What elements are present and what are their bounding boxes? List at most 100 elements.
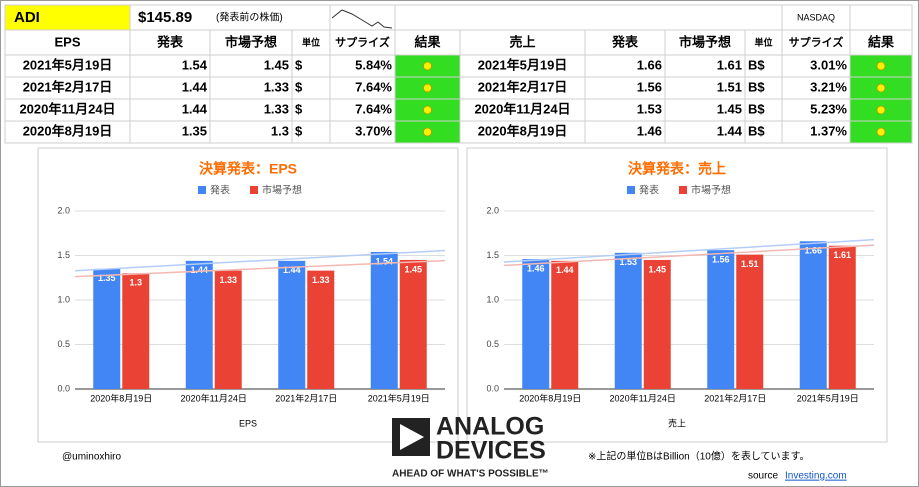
bar xyxy=(707,250,735,389)
ticker: ADI xyxy=(14,9,40,26)
source-link[interactable]: Investing.com xyxy=(785,471,847,482)
table-cell: B$ xyxy=(748,123,765,138)
table-cell: 1.45 xyxy=(264,57,289,72)
table-cell: $ xyxy=(295,57,303,72)
legend-swatch xyxy=(250,186,258,194)
data-label: 1.56 xyxy=(712,255,730,265)
table-cell: 3.70% xyxy=(355,123,392,138)
x-axis-label: EPS xyxy=(239,418,257,428)
table-cell: 2020年11月24日 xyxy=(474,101,570,116)
table-cell: B$ xyxy=(748,101,765,116)
table-cell: $ xyxy=(295,79,303,94)
x-axis-label: 売上 xyxy=(668,417,686,428)
data-label: 1.45 xyxy=(648,264,666,274)
table-cell: 2021年2月17日 xyxy=(478,79,568,94)
table-cell: 1.35 xyxy=(182,123,207,138)
bar xyxy=(93,268,121,389)
table-cell: 1.56 xyxy=(637,79,662,94)
result-icon xyxy=(423,127,432,137)
x-tick-label: 2021年2月17日 xyxy=(275,392,337,403)
logo-triangle xyxy=(400,424,424,450)
table-cell: 3.21% xyxy=(810,79,847,94)
exchange: NASDAQ xyxy=(797,12,835,22)
data-label: 1.3 xyxy=(129,278,142,288)
legend-label: 市場予想 xyxy=(262,184,302,197)
logo: ANALOG DEVICES AHEAD OF WHAT'S POSSIBLE™ xyxy=(392,413,549,480)
table-cell: 1.33 xyxy=(264,101,289,116)
y-tick-label: 0.0 xyxy=(57,383,70,393)
bar xyxy=(799,241,827,389)
bar xyxy=(214,270,242,389)
cell xyxy=(664,29,746,56)
data-label: 1.33 xyxy=(312,275,330,285)
price: $145.89 xyxy=(138,9,192,26)
result-icon xyxy=(876,127,886,137)
x-tick-label: 2021年5月19日 xyxy=(368,392,430,403)
trendline xyxy=(74,259,446,278)
bar xyxy=(122,273,150,389)
table-cell: 1.66 xyxy=(637,57,662,72)
logo-text: ANALOG xyxy=(436,413,544,441)
table-cell: 1.53 xyxy=(637,101,662,116)
y-tick-label: 2.0 xyxy=(486,205,499,215)
source-label: source xyxy=(748,471,778,482)
data-label: 1.66 xyxy=(804,246,822,256)
column-header: 単位 xyxy=(754,36,772,47)
table-cell: 1.54 xyxy=(182,57,208,72)
trendline xyxy=(503,244,875,267)
table-cell: 1.44 xyxy=(182,79,208,94)
bar xyxy=(643,259,671,389)
result-icon xyxy=(423,61,432,71)
bar xyxy=(185,260,213,389)
table-cell: 1.51 xyxy=(717,79,742,94)
bar xyxy=(307,270,335,389)
column-header: サプライズ xyxy=(789,35,844,49)
bar xyxy=(278,260,306,389)
column-header: 発表 xyxy=(611,34,639,49)
bar xyxy=(614,252,642,389)
column-header: 発表 xyxy=(156,34,184,49)
y-tick-label: 1.5 xyxy=(57,250,70,260)
sparkline xyxy=(331,9,393,29)
trendline xyxy=(503,238,875,263)
result-icon xyxy=(876,61,886,71)
data-label: 1.44 xyxy=(190,265,208,275)
cell xyxy=(744,29,783,56)
trendline xyxy=(74,249,446,272)
column-header: 単位 xyxy=(302,36,320,47)
bar xyxy=(522,259,550,389)
table-cell: 7.64% xyxy=(355,79,392,94)
x-tick-label: 2020年11月24日 xyxy=(181,392,247,403)
column-header: 市場予想 xyxy=(679,34,731,49)
logo-tagline: AHEAD OF WHAT'S POSSIBLE™ xyxy=(392,469,549,480)
result-icon xyxy=(876,83,886,93)
column-header: EPS xyxy=(54,34,80,49)
x-tick-label: 2020年8月19日 xyxy=(519,392,581,403)
legend-swatch xyxy=(627,186,635,194)
y-tick-label: 0.0 xyxy=(486,383,499,393)
bar xyxy=(370,251,398,389)
table-cell: 2020年8月19日 xyxy=(478,123,568,138)
table-cell: 3.01% xyxy=(810,57,847,72)
price-note: (発表前の株価) xyxy=(216,11,283,24)
x-tick-label: 2021年2月17日 xyxy=(704,392,766,403)
table-cell: 1.37% xyxy=(810,123,847,138)
cell xyxy=(394,4,783,31)
table-cell: $ xyxy=(295,123,303,138)
table-cell: 2021年5月19日 xyxy=(478,57,568,72)
cell xyxy=(4,4,131,31)
result-icon xyxy=(423,105,432,115)
cell xyxy=(459,29,586,56)
cell xyxy=(329,4,396,31)
data-label: 1.51 xyxy=(741,259,759,269)
y-tick-label: 0.5 xyxy=(57,339,70,349)
table-cell: 2020年11月24日 xyxy=(19,101,115,116)
data-label: 1.35 xyxy=(98,273,116,283)
table-cell: B$ xyxy=(748,57,765,72)
data-label: 1.61 xyxy=(833,250,851,260)
column-header: 市場予想 xyxy=(225,34,277,49)
legend-swatch xyxy=(198,186,206,194)
x-tick-label: 2020年8月19日 xyxy=(90,392,152,403)
